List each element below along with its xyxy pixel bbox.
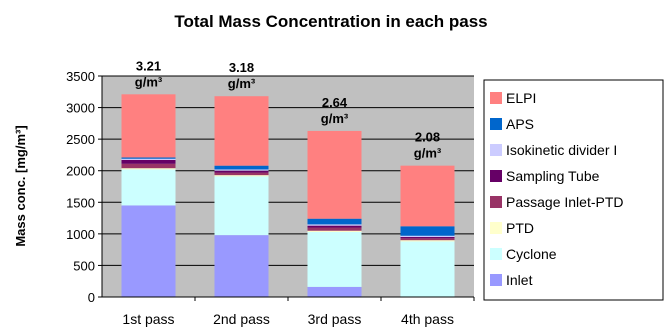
data-label: 2.08	[415, 130, 440, 145]
y-tick-label: 2500	[66, 132, 95, 147]
x-tick-label: 1st pass	[122, 311, 174, 327]
bar-segment	[214, 96, 269, 166]
y-tick-label: 500	[73, 258, 95, 273]
data-label: g/m³	[228, 76, 256, 91]
data-label: 3.18	[229, 60, 254, 75]
x-axis: 1st pass 2nd pass 3rd pass 4th pass	[122, 297, 475, 327]
legend-label: Passage Inlet-PTD	[506, 194, 624, 210]
bar-segment	[121, 163, 176, 169]
data-label: 3.21	[136, 58, 161, 73]
legend-label: Inlet	[506, 272, 533, 288]
x-tick-label: 3rd pass	[308, 311, 362, 327]
bar-segment	[121, 158, 176, 160]
x-tick-label: 4th pass	[401, 311, 454, 327]
bar-segment	[121, 157, 176, 159]
bar-segment	[214, 175, 269, 177]
bar-segment	[121, 169, 176, 206]
y-tick-label: 1500	[66, 195, 95, 210]
bar-segment	[214, 172, 269, 176]
bar-segment	[307, 225, 362, 228]
bar-segment	[400, 226, 455, 236]
legend-items: ELPI APS Isokinetic divider I Sampling Tube…	[490, 90, 624, 288]
bar-segment	[307, 230, 362, 232]
y-tick-label: 0	[88, 290, 95, 305]
bar-segment	[121, 94, 176, 158]
bar-segment	[121, 159, 176, 164]
legend-swatch	[490, 196, 502, 208]
legend-swatch	[490, 92, 502, 104]
bar-segment	[400, 241, 455, 297]
bar-segment	[214, 169, 269, 171]
data-label: g/m³	[135, 74, 163, 89]
data-label: g/m³	[321, 111, 349, 126]
bar-segment	[400, 235, 455, 238]
legend-swatch	[490, 118, 502, 130]
legend-swatch	[490, 170, 502, 182]
bar-segment	[214, 170, 269, 173]
bar-segment	[121, 205, 176, 297]
bar-segment	[214, 176, 269, 236]
bar-segment	[400, 240, 455, 242]
bar-segment	[400, 238, 455, 241]
y-tick-label: 1000	[66, 227, 95, 242]
data-label: 2.64	[322, 95, 348, 110]
data-labels: 3.21g/m³3.18g/m³2.64g/m³2.08g/m³	[135, 58, 442, 160]
bars	[121, 94, 455, 297]
legend-label: APS	[506, 116, 534, 132]
bar-segment	[307, 130, 362, 219]
y-axis: 0 500 1000 1500 2000 2500 3000 3500	[66, 69, 474, 305]
legend	[483, 79, 664, 301]
legend-label: Sampling Tube	[506, 168, 600, 184]
legend-swatch	[490, 222, 502, 234]
legend-label: PTD	[506, 220, 534, 236]
bar-segment	[121, 168, 176, 170]
bar-segment	[214, 165, 269, 170]
bar-segment	[307, 286, 362, 297]
y-tick-label: 2000	[66, 164, 95, 179]
bar-segment	[307, 227, 362, 231]
bar-segment	[307, 218, 362, 225]
y-axis-label: Mass conc. [mg/m³]	[13, 125, 28, 246]
legend-swatch	[490, 248, 502, 260]
bar-segment	[307, 231, 362, 287]
data-label: g/m³	[414, 146, 442, 161]
legend-label: ELPI	[506, 90, 536, 106]
legend-label: Isokinetic divider I	[506, 142, 617, 158]
legend-swatch	[490, 144, 502, 156]
y-tick-label: 3000	[66, 101, 95, 116]
bar-segment	[400, 165, 455, 227]
legend-swatch	[490, 274, 502, 286]
chart-title: Total Mass Concentration in each pass	[174, 12, 487, 31]
bar-segment	[307, 224, 362, 226]
x-tick-label: 2nd pass	[213, 311, 270, 327]
y-tick-label: 3500	[66, 69, 95, 84]
legend-label: Cyclone	[506, 246, 557, 262]
bar-segment	[400, 237, 455, 239]
bar-segment	[214, 235, 269, 297]
